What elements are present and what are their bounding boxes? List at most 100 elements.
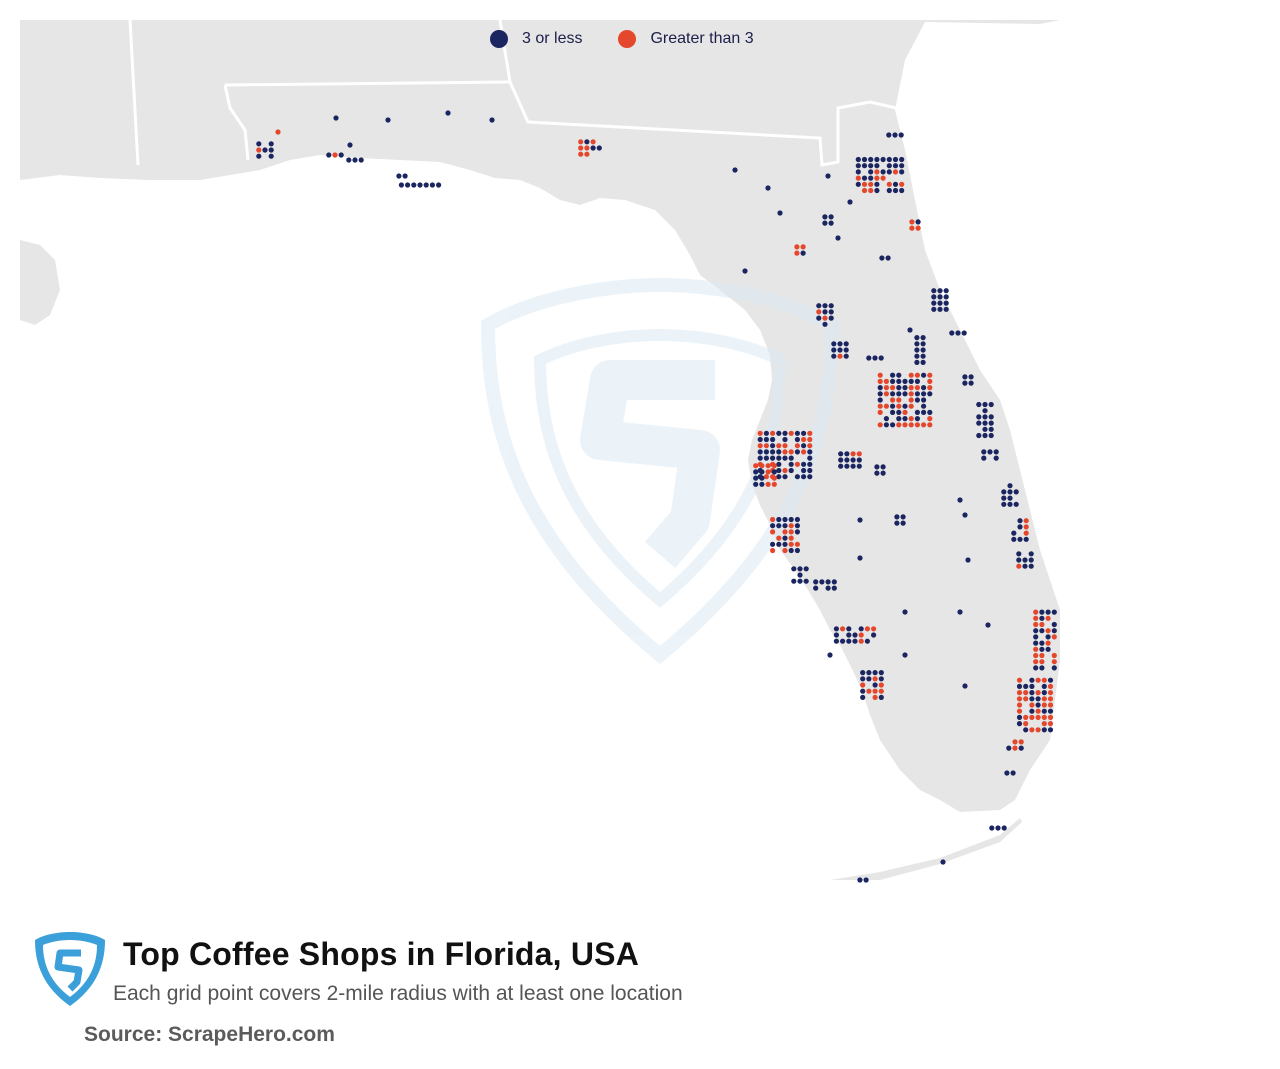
grid-point — [831, 341, 837, 347]
scrapehero-shield-icon — [35, 932, 105, 1006]
grid-point — [1039, 628, 1045, 634]
grid-point — [921, 397, 927, 403]
grid-point — [843, 341, 849, 347]
grid-point — [770, 455, 776, 461]
grid-point — [833, 626, 840, 632]
grid-point — [988, 420, 994, 426]
grid-point — [776, 467, 782, 474]
grid-point — [763, 443, 770, 449]
grid-point — [914, 353, 920, 359]
grid-point — [763, 449, 770, 455]
grid-point — [801, 467, 807, 474]
grid-point — [1023, 683, 1029, 690]
grid-point — [776, 443, 782, 449]
grid-point — [1016, 683, 1023, 690]
grid-point — [1035, 708, 1041, 714]
grid-point — [863, 877, 869, 883]
grid-point — [831, 585, 837, 591]
grid-point — [757, 430, 763, 436]
grid-point — [921, 391, 927, 397]
grid-point — [914, 359, 920, 365]
grid-point — [908, 397, 914, 403]
grid-point — [914, 372, 921, 378]
grid-point — [1045, 615, 1051, 621]
grid-point — [1007, 501, 1013, 507]
grid-point — [931, 288, 937, 294]
grid-point — [861, 187, 868, 194]
grid-point — [920, 341, 926, 347]
grid-point — [346, 157, 352, 163]
grid-point — [770, 529, 776, 535]
grid-point — [860, 694, 866, 701]
grid-point — [1033, 615, 1039, 621]
grid-point — [1041, 702, 1047, 708]
grid-point — [883, 403, 890, 409]
grid-point — [976, 432, 982, 439]
grid-point — [828, 220, 834, 226]
grid-point — [899, 187, 905, 194]
grid-point — [1029, 690, 1035, 696]
grid-point — [982, 420, 988, 426]
grid-point — [794, 523, 801, 529]
grid-point — [1033, 646, 1039, 652]
keys — [830, 818, 1022, 880]
grid-point — [868, 163, 874, 169]
grid-point — [987, 449, 993, 455]
grid-point — [955, 330, 961, 336]
grid-point — [1033, 659, 1039, 665]
grid-point — [578, 139, 584, 145]
grid-point — [927, 422, 933, 428]
grid-point — [757, 436, 763, 443]
grid-point — [927, 385, 933, 391]
grid-point — [899, 169, 905, 175]
grid-point — [385, 117, 391, 123]
grid-point — [921, 372, 927, 378]
grid-point — [797, 578, 803, 584]
grid-point — [578, 145, 584, 151]
grid-point — [590, 139, 596, 145]
grid-point — [877, 378, 883, 384]
grid-point — [423, 182, 429, 188]
grid-point — [584, 145, 590, 151]
page-title: Top Coffee Shops in Florida, USA — [123, 936, 640, 972]
grid-point — [914, 378, 921, 384]
grid-point — [871, 626, 877, 632]
grid-point — [1051, 621, 1057, 628]
grid-point — [1023, 696, 1029, 702]
grid-point — [890, 397, 896, 403]
grid-point — [1041, 708, 1047, 714]
grid-point — [825, 585, 831, 591]
grid-point — [782, 547, 788, 554]
grid-point — [1023, 727, 1029, 733]
grid-point — [771, 463, 777, 469]
grid-point — [902, 416, 908, 422]
grid-point — [1051, 659, 1057, 665]
grid-point — [877, 385, 883, 391]
grid-point — [976, 420, 982, 426]
grid-point — [275, 129, 281, 135]
grid-point — [890, 422, 896, 428]
grid-point — [1016, 721, 1023, 727]
grid-point — [914, 416, 921, 422]
grid-point — [788, 461, 794, 467]
grid-point — [872, 694, 878, 701]
grid-point — [850, 463, 856, 469]
grid-point — [850, 451, 856, 457]
grid-point — [943, 306, 949, 312]
grid-point — [803, 578, 809, 584]
grid-point — [962, 512, 968, 518]
grid-point — [861, 175, 868, 181]
grid-point — [860, 676, 866, 682]
grid-point — [1029, 708, 1035, 714]
grid-point — [596, 145, 602, 151]
grid-point — [776, 523, 782, 529]
grid-point — [931, 294, 937, 300]
grid-point — [892, 163, 899, 169]
legend-item-high: Greater than 3 — [618, 30, 754, 48]
grid-point — [892, 169, 899, 175]
state-border — [128, 19, 906, 167]
grid-point — [902, 378, 908, 384]
grid-point — [825, 579, 831, 585]
grid-point — [1028, 557, 1034, 563]
grid-point — [1047, 683, 1054, 690]
